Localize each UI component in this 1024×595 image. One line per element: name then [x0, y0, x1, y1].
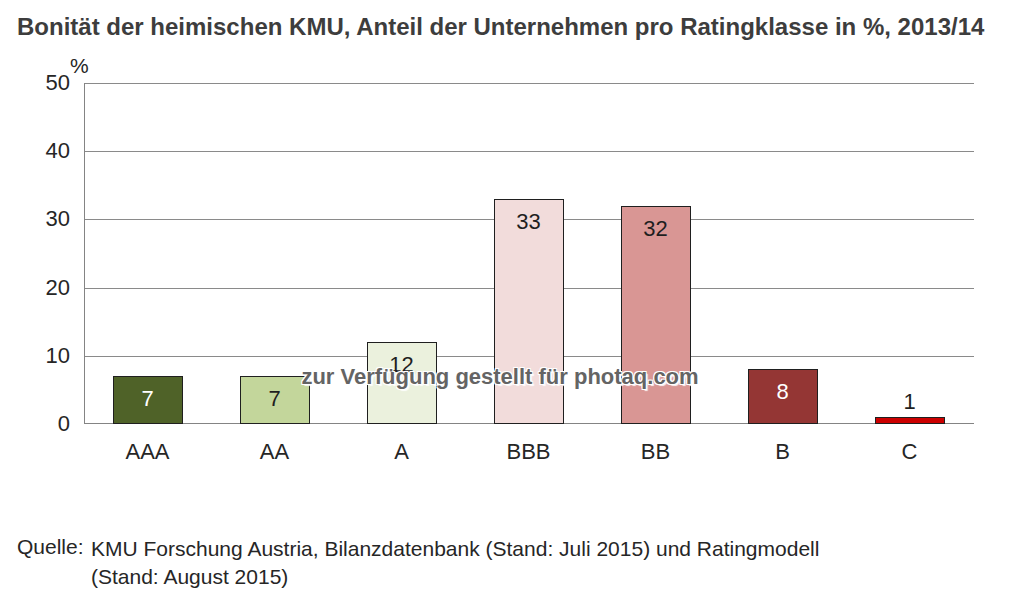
bar-value-label-B: 8: [748, 379, 818, 405]
y-tick-label-30: 30: [12, 206, 70, 232]
bar-value-label-AA: 7: [240, 386, 310, 412]
x-tick-label-BBB: BBB: [465, 439, 592, 465]
x-tick-label-A: A: [338, 439, 465, 465]
bar-value-label-BBB: 33: [494, 209, 564, 235]
y-tick-label-40: 40: [12, 138, 70, 164]
y-axis-unit-label: %: [70, 54, 89, 78]
bar-value-label-AAA: 7: [113, 386, 183, 412]
chart-title: Bonität der heimischen KMU, Anteil der U…: [17, 13, 984, 41]
bar-value-label-BB: 32: [621, 216, 691, 242]
x-tick-label-AA: AA: [211, 439, 338, 465]
y-tick-label-0: 0: [12, 411, 70, 437]
source-label: Quelle:: [17, 535, 91, 591]
gridline-40: [85, 151, 974, 152]
bar-value-label-C: 1: [875, 389, 945, 415]
x-tick-label-BB: BB: [592, 439, 719, 465]
source-line-2: (Stand: August 2015): [91, 563, 819, 591]
gridline-50: [85, 83, 974, 84]
watermark: zur Verfügung gestellt für photaq.com: [260, 364, 740, 390]
y-tick-label-10: 10: [12, 343, 70, 369]
source-text: KMU Forschung Austria, Bilanzdatenbank (…: [91, 535, 819, 591]
x-tick-label-B: B: [719, 439, 846, 465]
bar-C: [875, 417, 945, 424]
x-tick-label-C: C: [846, 439, 973, 465]
source-note: Quelle: KMU Forschung Austria, Bilanzdat…: [17, 535, 819, 591]
y-tick-label-50: 50: [12, 70, 70, 96]
y-tick-label-20: 20: [12, 275, 70, 301]
x-tick-label-AAA: AAA: [84, 439, 211, 465]
source-line-1: KMU Forschung Austria, Bilanzdatenbank (…: [91, 535, 819, 563]
